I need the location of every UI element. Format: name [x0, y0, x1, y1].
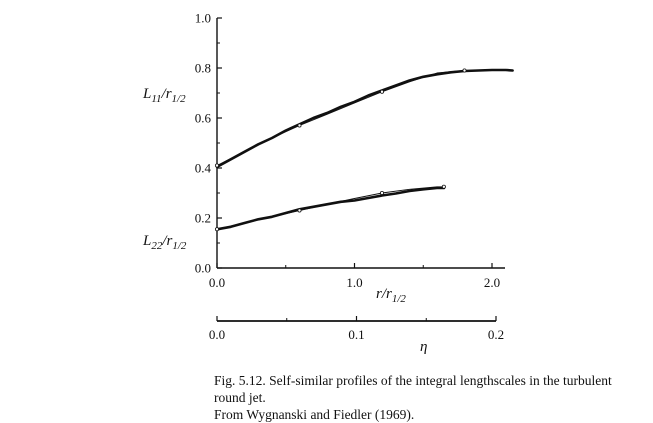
data-point — [214, 163, 219, 168]
data-point — [297, 208, 302, 213]
data-point — [297, 123, 302, 128]
series-label-L11: L11/r1/2 — [142, 86, 186, 105]
x-ticks: 0.0 1.0 2.0 — [209, 263, 500, 290]
y-tick-label: 0.4 — [195, 161, 212, 176]
y-ticks: 0.0 0.2 0.4 0.6 0.8 1.0 — [195, 11, 222, 276]
figure-caption: Fig. 5.12. Self-similar profiles of the … — [214, 372, 644, 423]
y-tick-label: 0.8 — [195, 61, 211, 76]
x-tick-label: 2.0 — [484, 275, 500, 290]
caption-line-1: Fig. 5.12. Self-similar profiles of the … — [214, 373, 612, 405]
eta-ticks: 0.0 0.1 0.2 — [209, 316, 504, 342]
eta-tick-label: 0.0 — [209, 327, 225, 342]
data-point — [462, 68, 467, 73]
eta-tick-label: 0.1 — [348, 327, 364, 342]
data-point — [214, 227, 219, 232]
series-label-L22: L22/r1/2 — [142, 233, 187, 252]
eta-axis-label: η — [420, 339, 427, 355]
eta-tick-label: 0.2 — [488, 327, 504, 342]
x-tick-label: 0.0 — [209, 275, 225, 290]
series-line-2 — [215, 186, 446, 231]
x-tick-label: 1.0 — [346, 275, 362, 290]
y-tick-label: 0.6 — [195, 111, 212, 126]
data-point — [379, 190, 384, 195]
data-point — [441, 184, 446, 189]
y-tick-label: 0.0 — [195, 261, 211, 276]
series-line-1 — [216, 70, 507, 166]
x-axis-label: r/r1/2 — [376, 286, 406, 305]
series-group — [214, 68, 514, 232]
series-line-3 — [216, 186, 445, 230]
data-point — [379, 89, 384, 94]
y-tick-label: 0.2 — [195, 211, 211, 226]
y-tick-label: 1.0 — [195, 11, 211, 26]
series-line-0 — [215, 68, 514, 169]
